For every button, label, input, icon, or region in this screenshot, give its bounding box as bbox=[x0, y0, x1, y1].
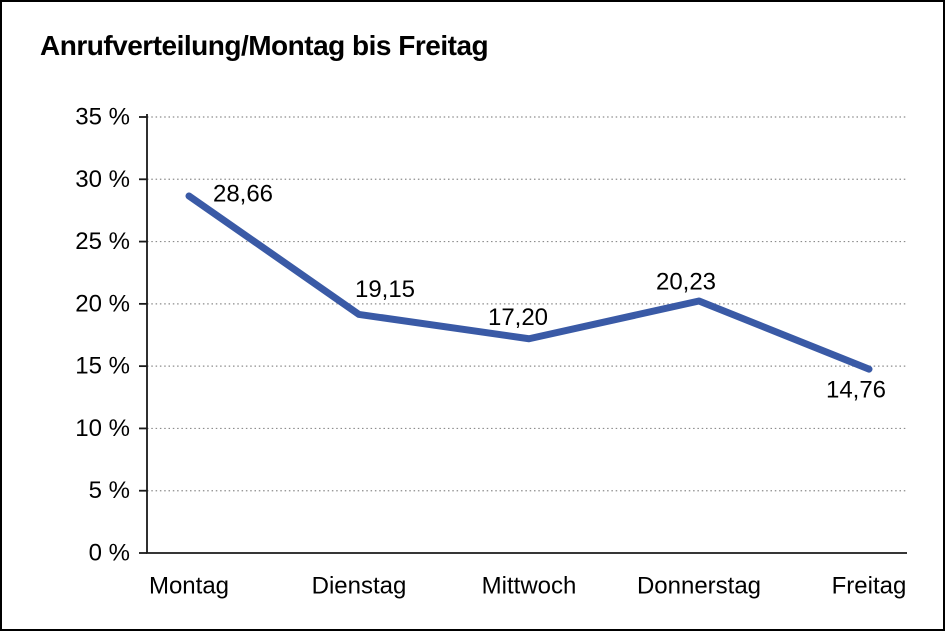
x-tick-label: Mittwoch bbox=[482, 573, 577, 600]
data-point-label: 20,23 bbox=[656, 268, 716, 295]
y-tick-label: 15 % bbox=[75, 353, 130, 380]
y-tick-label: 35 % bbox=[75, 104, 130, 131]
x-tick-label: Dienstag bbox=[312, 573, 407, 600]
axis-lines bbox=[146, 114, 907, 554]
x-tick-label: Donnerstag bbox=[637, 573, 761, 600]
data-point-label: 28,66 bbox=[213, 180, 273, 207]
y-tick-label: 20 % bbox=[75, 290, 130, 317]
data-point-label: 14,76 bbox=[826, 377, 886, 404]
y-tick-label: 0 % bbox=[89, 540, 130, 567]
y-tick-label: 25 % bbox=[75, 228, 130, 255]
x-tick-label: Montag bbox=[149, 573, 229, 600]
x-tick-label: Freitag bbox=[832, 573, 907, 600]
data-point-label: 19,15 bbox=[355, 276, 415, 303]
y-tick-label: 30 % bbox=[75, 166, 130, 193]
data-series-line bbox=[185, 192, 873, 373]
chart-title: Anrufverteilung/Montag bis Freitag bbox=[40, 30, 489, 61]
y-tick-label: 10 % bbox=[75, 415, 130, 442]
data-point-label: 17,20 bbox=[488, 304, 548, 331]
y-tick-label: 5 % bbox=[89, 477, 130, 504]
